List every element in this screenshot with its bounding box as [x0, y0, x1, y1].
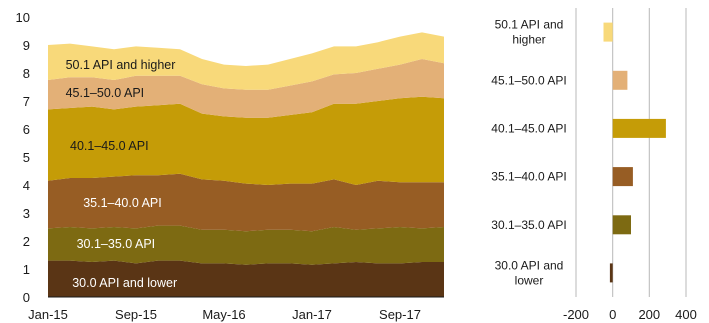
category-label: higher: [512, 33, 545, 47]
area-layers: [48, 32, 444, 297]
bar-40-1-45-0-api: [612, 118, 666, 138]
area-40-1-45-0-api: [48, 96, 444, 185]
x-axis-ticks: Jan-15 Sep-15 May-16 Jan-17 Sep-17: [28, 307, 421, 322]
bars: [603, 22, 666, 283]
category-label: 30.1–35.0 API: [491, 218, 566, 232]
y-tick-label: 0: [23, 290, 30, 305]
y-tick-label: 10: [16, 10, 30, 25]
y-tick-label: 1: [23, 262, 30, 277]
x-axis-ticks: -200 0 200 400: [563, 307, 697, 322]
x-tick-label: Sep-15: [115, 307, 157, 322]
bar-45-1-50-0-api: [612, 70, 628, 90]
y-tick-label: 6: [23, 122, 30, 137]
category-label: 50.1 API and: [495, 18, 564, 32]
area-50-1-api-and-higher: [48, 32, 444, 90]
band-label-30-1-35-0-api: 30.1–35.0 API: [77, 237, 156, 251]
x-tick-label: 0: [609, 307, 616, 322]
band-labels: 30.0 API and lower 30.1–35.0 API 35.1–40.0…: [66, 58, 178, 290]
area-45-1-50-0-api: [48, 59, 444, 118]
bar-30-0-api-and-lower: [609, 263, 613, 283]
band-label-45-1-50-0-api: 45.1–50.0 API: [66, 86, 145, 100]
category-label: 40.1–45.0 API: [491, 121, 566, 135]
category-label: 45.1–50.0 API: [491, 73, 566, 87]
area-30-0-api-and-lower: [48, 260, 444, 297]
y-tick-label: 4: [23, 178, 30, 193]
x-tick-label: 200: [638, 307, 660, 322]
x-tick-label: Sep-17: [379, 307, 421, 322]
category-label: 30.0 API and: [495, 258, 564, 272]
bar-50-1-api-and-higher: [603, 22, 613, 42]
stacked-area-chart: 30.0 API and lower 30.1–35.0 API 35.1–40.0…: [16, 10, 444, 322]
x-tick-label: -200: [563, 307, 589, 322]
y-axis-ticks: 0 1 2 3 4 5 6 7 8 9 10: [16, 10, 30, 305]
y-tick-label: 2: [23, 234, 30, 249]
y-tick-label: 5: [23, 150, 30, 165]
category-label: lower: [515, 273, 544, 287]
area-35-1-40-0-api: [48, 173, 444, 232]
y-tick-label: 9: [23, 38, 30, 53]
x-tick-label: Jan-15: [28, 307, 68, 322]
y-tick-label: 7: [23, 94, 30, 109]
x-tick-label: Jan-17: [292, 307, 332, 322]
x-tick-label: 400: [675, 307, 697, 322]
category-label: 35.1–40.0 API: [491, 170, 566, 184]
band-label-35-1-40-0-api: 35.1–40.0 API: [83, 196, 162, 210]
band-label-30-0-api-and-lower: 30.0 API and lower: [72, 276, 177, 290]
band-label-40-1-45-0-api: 40.1–45.0 API: [70, 139, 149, 153]
x-tick-label: May-16: [202, 307, 245, 322]
y-tick-label: 8: [23, 66, 30, 81]
bar-35-1-40-0-api: [612, 167, 633, 187]
area-30-1-35-0-api: [48, 225, 444, 265]
gridlines: [575, 8, 687, 297]
band-label-50-1-api-and-higher: 50.1 API and higher: [66, 58, 176, 72]
y-tick-label: 3: [23, 206, 30, 221]
bar-30-1-35-0-api: [612, 215, 631, 235]
